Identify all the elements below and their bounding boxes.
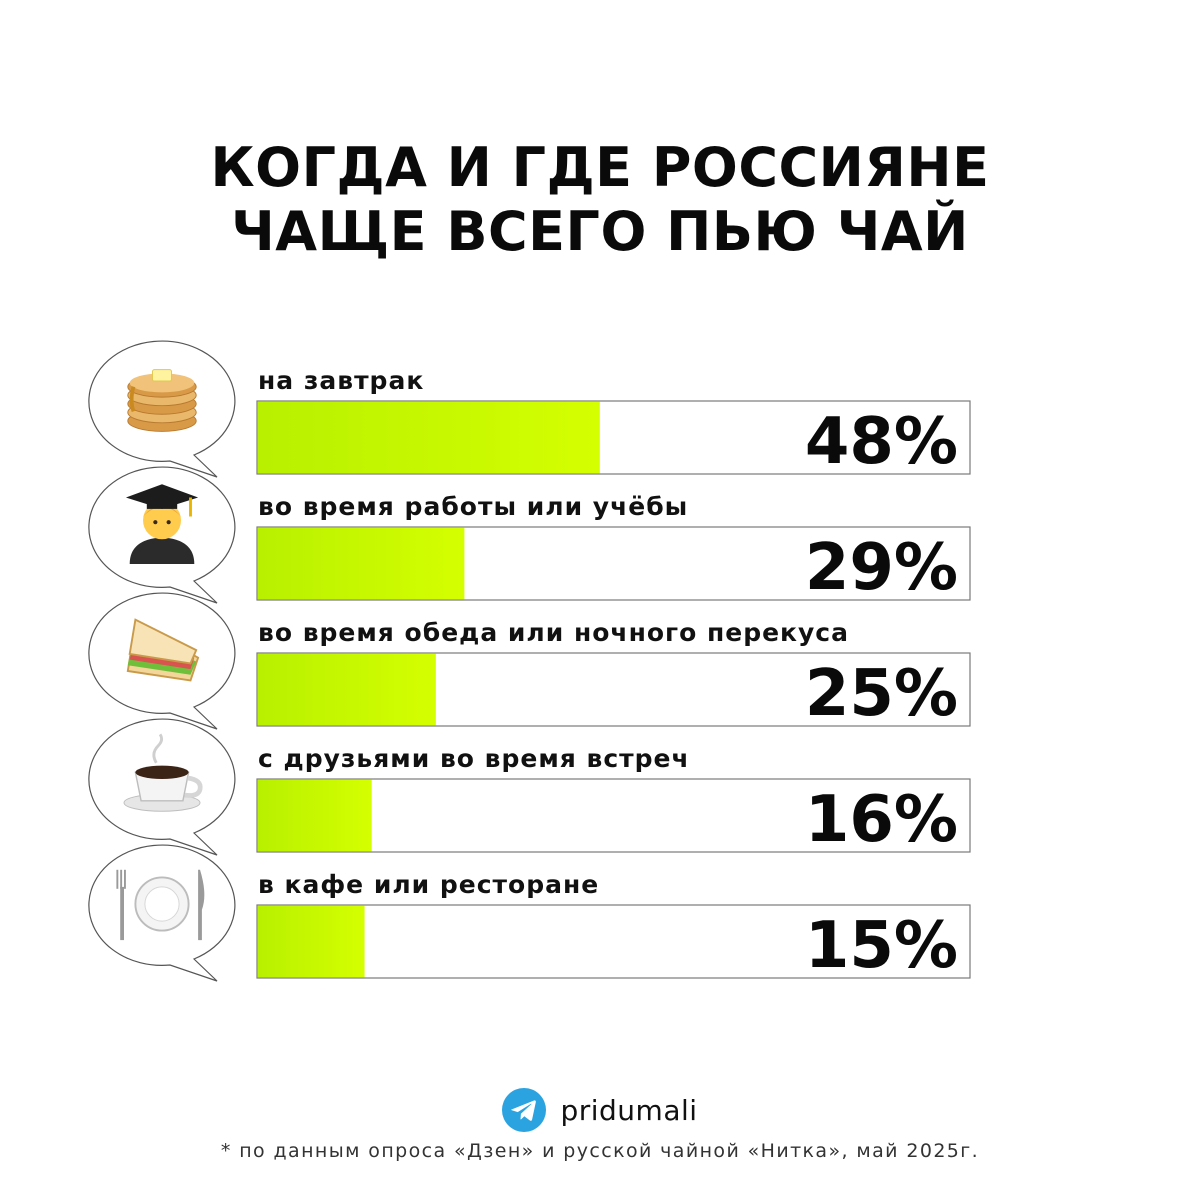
chart-row: во время обеда или ночного перекуса 25% [88,592,971,731]
telegram-icon[interactable] [502,1088,547,1132]
student-icon-part [129,537,195,564]
brand: pridumali [0,1088,1200,1132]
chart-row: в кафе или ресторане 15% [88,844,971,983]
bar [257,653,436,726]
bar [257,401,600,474]
coffee-cup-icon-part [135,765,189,779]
brand-name[interactable]: pridumali [560,1093,698,1127]
category-label: в кафе или ресторане [258,870,599,899]
plate-cutlery-icon-part [198,869,205,941]
value-label: 15% [805,909,958,983]
chart-row: с друзьями во время встреч 16% [88,718,971,857]
student-icon [125,484,199,564]
pancakes-icon-part [129,386,136,413]
title-line-2: ЧАЩЕ ВСЕГО ПЬЮ ЧАЙ [231,200,969,263]
chart-row: во время работы или учёбы 29% [88,466,971,605]
student-icon-part [146,499,178,509]
coffee-cup-icon [123,733,203,812]
student-icon-part [153,520,158,525]
plate-cutlery-icon-part [120,886,124,941]
page-title: КОГДА И ГДЕ РОССИЯНЕ ЧАЩЕ ВСЕГО ПЬЮ ЧАЙ [0,136,1200,264]
plate-cutlery-icon [116,869,205,941]
category-label: во время обеда или ночного перекуса [258,618,849,647]
sandwich-icon [126,618,200,682]
pancakes-icon-part [152,369,172,382]
bar [257,779,372,852]
source-footnote: * по данным опроса «Дзен» и русской чайн… [220,1140,980,1162]
plate-cutlery-icon-part [144,886,180,922]
pancakes-icon-part [129,373,195,393]
chart-row: на завтрак 48% [88,340,971,479]
value-label: 29% [805,531,958,605]
value-label: 16% [805,783,958,857]
category-label: на завтрак [258,366,424,395]
category-label: во время работы или учёбы [258,492,688,521]
plate-cutlery-icon-part [116,869,119,889]
value-label: 48% [805,405,958,479]
bar-track [256,904,971,979]
student-icon-part [125,484,199,509]
student-icon-part [143,501,181,540]
bar [257,527,465,600]
bar-track [256,778,971,853]
title-line-1: КОГДА И ГДЕ РОССИЯНЕ [210,136,990,199]
coffee-cup-icon-part [184,775,203,798]
category-label: с друзьями во время встреч [258,744,690,773]
coffee-cup-icon-part [152,733,164,764]
pancakes-icon [127,369,197,432]
student-icon-part [166,520,171,525]
plate-cutlery-icon-part [124,869,126,889]
plate-cutlery-icon-part [120,869,123,889]
value-label: 25% [805,657,958,731]
sandwich-icon-part [128,618,198,665]
bar [257,905,365,978]
